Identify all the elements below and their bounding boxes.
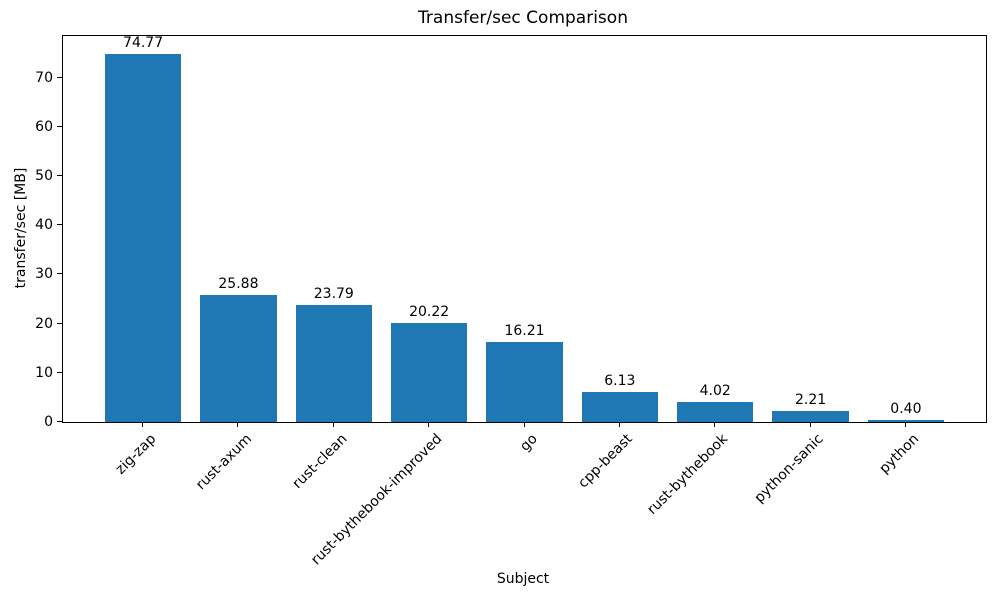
x-tick-label-python: python: [876, 431, 923, 477]
y-tick-label: 0: [44, 414, 53, 430]
x-tick-label-rust-bythebook: rust-bythebook: [644, 431, 732, 518]
y-tick-mark: [57, 421, 62, 422]
bar-value-label: 25.88: [218, 275, 259, 292]
bar-value-label: 0.40: [890, 401, 922, 418]
bar-value-label: 6.13: [604, 372, 636, 389]
bar-go: [486, 342, 563, 422]
bar-rust-clean: [295, 305, 372, 422]
bar-value-label: 2.21: [794, 392, 827, 409]
y-tick-mark: [57, 371, 62, 373]
x-tick-mark: [332, 422, 334, 427]
x-tick-label-python-sanic: python-sanic: [751, 431, 827, 507]
bar-value-label: 16.21: [504, 323, 545, 340]
x-tick-mark: [237, 422, 239, 427]
x-tick-label-rust-axum: rust-axum: [192, 431, 255, 494]
y-tick-mark: [57, 125, 62, 127]
bar-value-label: 23.79: [313, 286, 354, 303]
bar-rust-bythebook: [677, 402, 754, 422]
x-tick-label-rust-clean: rust-clean: [289, 431, 351, 492]
bar-zig-zap: [104, 54, 182, 422]
y-tick-label: 10: [35, 364, 53, 381]
x-tick-mark: [618, 422, 620, 427]
y-tick-label: 60: [35, 118, 53, 135]
y-tick-mark: [57, 322, 62, 324]
x-tick-mark: [142, 422, 144, 427]
bar-cpp-beast: [581, 391, 658, 422]
bar-value-label: 74.77: [123, 35, 164, 52]
y-tick-mark: [57, 175, 62, 177]
y-tick-label: 40: [35, 217, 53, 234]
plot-area: 74.77 25.88 23.79 20.22 16.21 6.13 4.02 2.21 0.4…: [62, 35, 987, 423]
bar-rust-bythebook-improved: [391, 322, 468, 422]
bar-value-label: 20.22: [409, 303, 450, 320]
y-tick-mark: [57, 273, 62, 275]
x-tick-mark: [428, 422, 430, 427]
x-tick-label-go: go: [517, 431, 541, 455]
bar-rust-axum: [200, 294, 277, 422]
x-tick-mark: [809, 422, 811, 427]
y-tick-label: 70: [35, 69, 53, 86]
y-tick-label: 50: [35, 168, 53, 185]
x-tick-label-cpp-beast: cpp-beast: [575, 431, 637, 492]
bar-python: [867, 420, 945, 422]
chart-title: Transfer/sec Comparison: [418, 8, 628, 28]
bar-value-label: 4.02: [699, 383, 731, 400]
y-tick-mark: [57, 76, 62, 78]
y-tick-label: 20: [35, 315, 53, 332]
x-tick-label-zig-zap: zig-zap: [112, 431, 160, 478]
x-tick-mark: [714, 422, 716, 427]
bar-python-sanic: [772, 411, 849, 422]
x-axis-label: Subject: [496, 571, 550, 587]
y-tick-mark: [57, 224, 62, 226]
y-tick-label: 30: [35, 266, 53, 283]
x-tick-mark: [904, 422, 906, 427]
x-tick-mark: [523, 422, 525, 427]
